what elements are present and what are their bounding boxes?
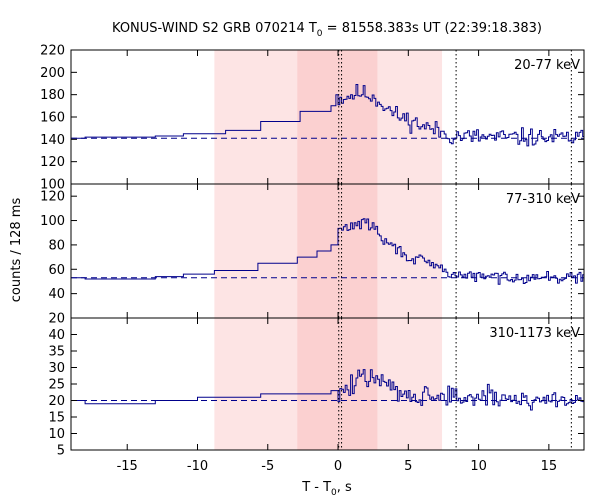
y-tick-label: 220 (40, 44, 65, 59)
y-tick-label: 5 (57, 444, 65, 459)
x-tick-label: 0 (334, 459, 342, 474)
y-tick-label: 40 (48, 328, 65, 343)
chart-title: KONUS-WIND S2 GRB 070214 T0 = 81558.383s… (112, 21, 542, 39)
y-tick-label: 35 (48, 345, 65, 360)
y-tick-label: 40 (48, 287, 65, 302)
shaded-region-3-2 (297, 318, 378, 450)
y-tick-label: 180 (40, 88, 65, 103)
panel-label: 20-77 keV (514, 58, 580, 73)
y-tick-label: 160 (40, 111, 65, 126)
y-tick-label: 140 (40, 133, 65, 148)
panel-label: 310-1173 keV (489, 326, 580, 341)
y-tick-label: 25 (48, 378, 65, 393)
panel-label: 77-310 keV (506, 192, 580, 207)
y-tick-label: 120 (40, 190, 65, 205)
y-tick-label: 100 (40, 178, 65, 193)
x-axis-label: T - T0, s (301, 480, 352, 498)
shaded-region-1-2 (297, 50, 378, 184)
y-axis-label: counts / 128 ms (9, 198, 24, 303)
x-tick-label: 5 (404, 459, 412, 474)
y-tick-label: 200 (40, 66, 65, 81)
x-tick-label: 10 (470, 459, 487, 474)
y-tick-label: 30 (48, 361, 65, 376)
y-tick-label: 100 (40, 214, 65, 229)
y-tick-label: 20 (48, 312, 65, 327)
y-tick-label: 10 (48, 427, 65, 442)
light-curve-series (71, 218, 584, 285)
y-tick-label: 80 (48, 238, 65, 253)
shaded-region-2-2 (297, 184, 378, 318)
x-tick-label: -10 (187, 459, 208, 474)
x-tick-label: -5 (261, 459, 274, 474)
y-tick-label: 120 (40, 155, 65, 170)
x-tick-label: 15 (541, 459, 558, 474)
x-tick-label: -15 (117, 459, 138, 474)
panel-frame (70, 317, 585, 451)
light-curve-series (71, 84, 584, 147)
y-tick-label: 20 (48, 394, 65, 409)
light-curve-series (71, 369, 584, 411)
y-tick-label: 15 (48, 411, 65, 426)
y-tick-label: 60 (48, 263, 65, 278)
